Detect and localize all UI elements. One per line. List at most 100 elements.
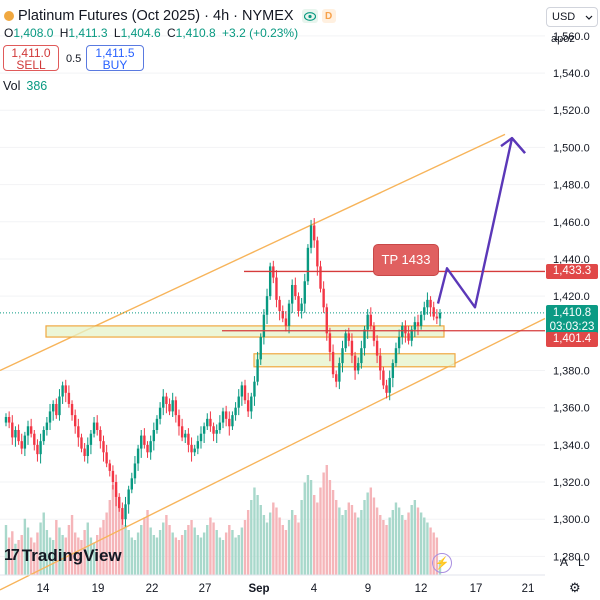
price-tick-label: 1,300.0 (553, 514, 590, 526)
candle-body (388, 377, 391, 393)
volume-bar (96, 535, 99, 575)
price-tick-label: 1,420.0 (553, 291, 590, 303)
projection-path (436, 136, 526, 309)
time-tick-label: 4 (311, 583, 318, 595)
volume-bar (136, 532, 140, 575)
candle-body (281, 311, 284, 319)
tp-label[interactable]: TP 1433 (373, 244, 439, 276)
candle-body (196, 441, 200, 449)
auto-scale-button[interactable]: A (560, 555, 569, 569)
volume-bar (256, 495, 259, 575)
d-badge[interactable]: D (321, 9, 336, 23)
candle-body (48, 411, 52, 423)
volume-bar (124, 525, 127, 575)
candle-body (114, 482, 118, 497)
symbol-title[interactable]: Platinum Futures (Oct 2025) · 4h · NYMEX (18, 8, 294, 24)
volume-bar (379, 515, 382, 575)
current-price-tag: 1,410.8 03:03:23 (546, 304, 598, 335)
volume-bar (193, 527, 196, 575)
volume-bar (121, 515, 124, 575)
candle-body (347, 333, 350, 341)
volume-bar (199, 537, 203, 575)
candle-body (253, 381, 256, 397)
eye-icon[interactable] (301, 9, 318, 23)
candle-body (133, 463, 137, 479)
bar-countdown: 03:03:23 (549, 320, 595, 333)
volume-bar (196, 535, 200, 575)
volume-bar (86, 522, 89, 575)
candle-body (325, 307, 328, 334)
current-price: 1,410.8 (552, 306, 592, 319)
candle-body (136, 448, 140, 464)
volume-bar (360, 510, 363, 575)
candle-body (319, 266, 322, 289)
candle-body (335, 374, 338, 382)
volume-bar (158, 530, 162, 575)
status-dot (4, 11, 14, 21)
candle-body (309, 225, 313, 248)
candle-body (404, 325, 407, 334)
sell-button[interactable]: 1,411.0 SELL (3, 45, 59, 71)
scale-label[interactable]: apoz (551, 33, 575, 45)
candle-body (350, 340, 354, 356)
candle-body (124, 504, 127, 520)
volume-bar (316, 502, 319, 575)
volume-bar (347, 502, 350, 575)
time-axis: 14 19 22 27 Sep 4 9 12 17 21 (0, 574, 545, 595)
candle-body (360, 348, 363, 364)
gear-icon[interactable]: ⚙ (569, 580, 581, 595)
time-tick-label: 27 (199, 583, 212, 595)
candle-body (432, 307, 435, 317)
support-price-tag: 1,401.4 (546, 331, 598, 347)
buy-button[interactable]: 1,411.5 BUY (86, 45, 144, 71)
volume-bar (246, 510, 250, 575)
lightning-icon[interactable]: ⚡ (432, 553, 452, 573)
sell-price: 1,411.0 (11, 46, 51, 60)
volume-bar (275, 507, 278, 575)
candle-body (11, 422, 14, 438)
volume-bar (58, 527, 61, 575)
volume-bar (268, 512, 272, 575)
volume-bar (180, 535, 184, 575)
candle-body (155, 418, 159, 430)
volume-bar (322, 472, 325, 575)
candle-body (190, 444, 193, 453)
candle-body (4, 416, 8, 423)
candle-body (416, 322, 420, 326)
price-tick-label: 1,360.0 (553, 403, 590, 415)
volume-bar (265, 522, 269, 575)
volume-bar (67, 525, 71, 575)
candle-body (77, 426, 80, 438)
candle-body (58, 396, 61, 416)
candle-body (435, 316, 439, 319)
candle-body (344, 333, 347, 349)
volume-bar (140, 525, 143, 575)
candle-body (162, 396, 165, 408)
candle-body (228, 418, 231, 427)
volume-bar (338, 507, 341, 575)
volume-bar (149, 527, 152, 575)
tradingview-logo[interactable]: 17 TradingView (4, 546, 122, 566)
volume-bar (127, 530, 130, 575)
price-tick-label: 1,540.0 (553, 68, 590, 80)
volume-bar (250, 500, 253, 575)
candle-body (199, 433, 203, 442)
volume-bar (231, 530, 234, 575)
candle-body (118, 496, 121, 509)
candle-body (237, 396, 240, 408)
log-scale-button[interactable]: L (578, 555, 585, 569)
volume-bar (26, 527, 30, 575)
volume-bar (212, 522, 215, 575)
currency-select[interactable]: USD (546, 7, 598, 27)
sell-label: SELL (16, 58, 46, 72)
candle-body (372, 325, 376, 341)
volume-bar (70, 515, 74, 575)
price-tick-label: 1,480.0 (553, 180, 590, 192)
candle-body (86, 444, 89, 457)
candle-body (67, 392, 71, 404)
volume-bar (363, 500, 366, 575)
candle-body (413, 322, 417, 330)
volume-bar (294, 515, 297, 575)
volume-bar (228, 525, 231, 575)
